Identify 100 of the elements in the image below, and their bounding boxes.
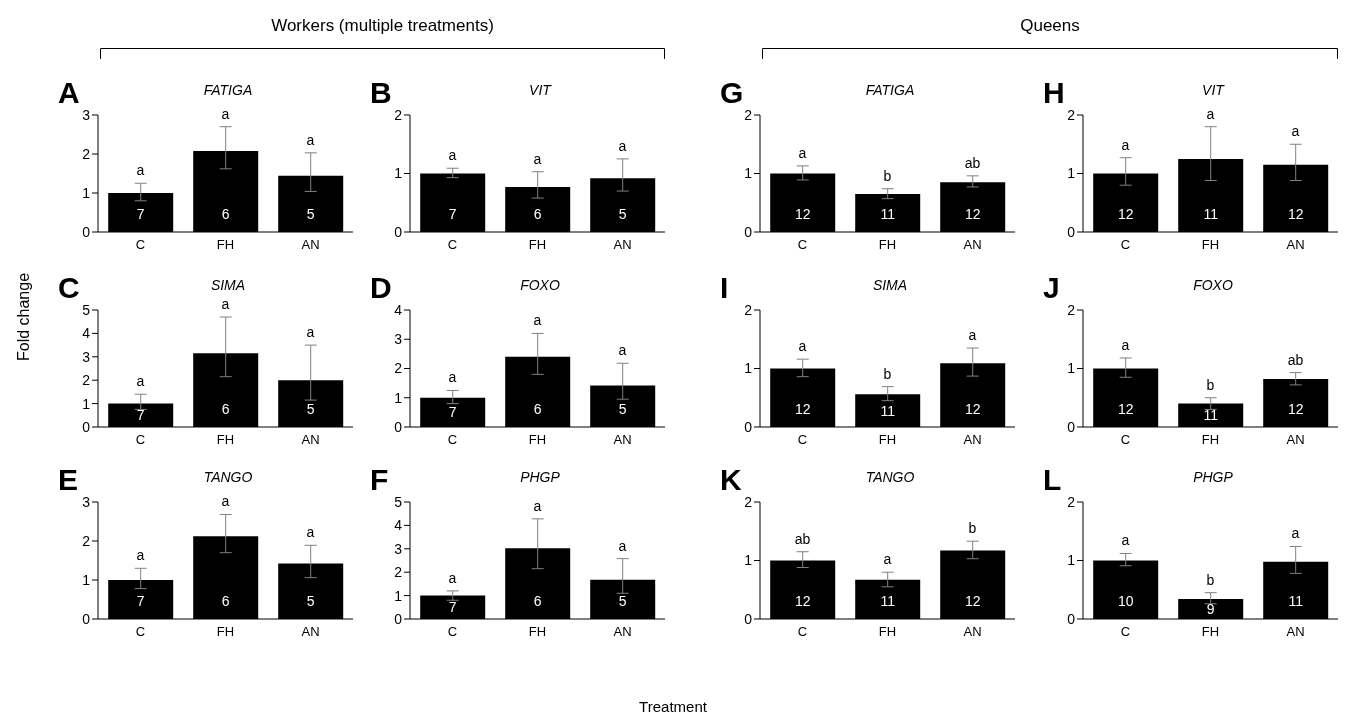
annotation: ab [964, 154, 981, 171]
x-tick-label: AN [613, 432, 632, 448]
x-tick-label: AN [1286, 237, 1305, 253]
annotation: a [221, 493, 230, 510]
y-axis-title: Fold change [15, 271, 33, 364]
annotation: 5 [618, 206, 627, 222]
x-tick-label: C [447, 624, 458, 640]
annotation: a [533, 497, 542, 514]
text: I [720, 271, 729, 305]
annotation: 12 [794, 401, 811, 417]
x-tick-label: C [135, 624, 146, 640]
x-tick-label: FH [528, 624, 547, 640]
x-tick-label: AN [301, 237, 320, 253]
x-tick-label: AN [301, 432, 320, 448]
annotation: a [618, 537, 627, 554]
annotation: a [798, 338, 807, 355]
y-tick-label: 2 [394, 106, 403, 123]
annotation: 7 [448, 404, 457, 421]
x-tick-label: FH [878, 432, 897, 448]
x-tick-label: FH [528, 432, 547, 448]
annotation: b [968, 520, 977, 537]
y-tick-label: 1 [394, 389, 403, 406]
annotation: a [136, 547, 145, 564]
text: B [370, 76, 392, 110]
annotation: a [1291, 525, 1300, 542]
annotation: 11 [1288, 593, 1304, 609]
y-tick-label: 1 [1067, 165, 1076, 182]
y-tick-label: 2 [394, 360, 403, 377]
annotation: b [1206, 571, 1215, 588]
x-tick-label: FH [528, 237, 547, 253]
text: K [720, 463, 742, 497]
annotation: ab [794, 530, 811, 547]
x-tick-label: C [447, 237, 458, 253]
annotation: a [448, 569, 457, 586]
x-tick-label: C [135, 432, 146, 448]
annotation: 12 [964, 401, 981, 417]
annotation: a [136, 373, 145, 390]
annotation: b [883, 167, 892, 184]
annotation: 7 [136, 407, 145, 424]
annotation: 6 [221, 593, 230, 609]
annotation: a [533, 312, 542, 329]
y-tick-label: 1 [394, 165, 403, 182]
x-tick-label: FH [1201, 237, 1220, 253]
y-tick-label: 3 [82, 348, 91, 365]
y-tick-label: 0 [744, 418, 753, 435]
annotation: a [883, 551, 892, 568]
annotation: 6 [533, 206, 542, 222]
y-tick-label: 2 [82, 145, 91, 162]
annotation: 12 [1287, 401, 1304, 417]
x-tick-label: C [1120, 432, 1131, 448]
y-tick-label: 2 [1067, 493, 1076, 510]
y-tick-label: 4 [394, 517, 403, 534]
y-tick-label: 2 [744, 493, 753, 510]
y-tick-label: 0 [744, 223, 753, 240]
x-tick-label: FH [878, 624, 897, 640]
text: D [370, 271, 392, 305]
y-tick-label: 1 [82, 184, 91, 201]
text: F [370, 463, 389, 497]
chart-title: FATIGA [864, 82, 916, 98]
x-tick-label: FH [216, 237, 235, 253]
annotation: b [883, 365, 892, 382]
annotation: a [1121, 532, 1130, 549]
y-tick-label: 0 [1067, 223, 1076, 240]
annotation: 5 [618, 401, 627, 417]
annotation: 12 [794, 206, 811, 222]
y-tick-label: 3 [82, 106, 91, 123]
y-tick-label: 5 [394, 493, 403, 510]
x-tick-label: FH [216, 432, 235, 448]
annotation: 12 [964, 206, 981, 222]
annotation: a [1121, 136, 1130, 153]
annotation: 11 [1203, 407, 1219, 424]
annotation: a [448, 147, 457, 164]
y-tick-label: 4 [394, 301, 403, 318]
x-tick-label: C [447, 432, 458, 448]
x-tick-label: AN [301, 624, 320, 640]
x-tick-label: FH [878, 237, 897, 253]
x-tick-label: FH [1201, 624, 1220, 640]
text: J [1043, 271, 1060, 305]
x-tick-label: AN [1286, 624, 1305, 640]
y-tick-label: 3 [394, 331, 403, 348]
annotation: a [306, 324, 315, 341]
y-tick-label: 2 [82, 532, 91, 549]
text: G [720, 76, 744, 110]
annotation: ab [1287, 351, 1304, 368]
chart-title: SIMA [871, 277, 909, 293]
annotation: 7 [448, 599, 457, 616]
annotation: 11 [880, 402, 896, 419]
x-tick-label: C [797, 624, 808, 640]
y-tick-label: 1 [744, 360, 753, 377]
y-tick-label: 1 [744, 165, 753, 182]
x-tick-label: C [797, 432, 808, 448]
y-tick-label: 0 [82, 223, 91, 240]
annotation: a [1121, 336, 1130, 353]
y-tick-label: 3 [82, 493, 91, 510]
chart-title: TANGO [202, 469, 254, 485]
x-tick-label: AN [613, 624, 632, 640]
annotation: 6 [221, 401, 230, 417]
annotation: a [798, 144, 807, 161]
y-tick-label: 1 [1067, 552, 1076, 569]
annotation: 12 [794, 593, 811, 609]
